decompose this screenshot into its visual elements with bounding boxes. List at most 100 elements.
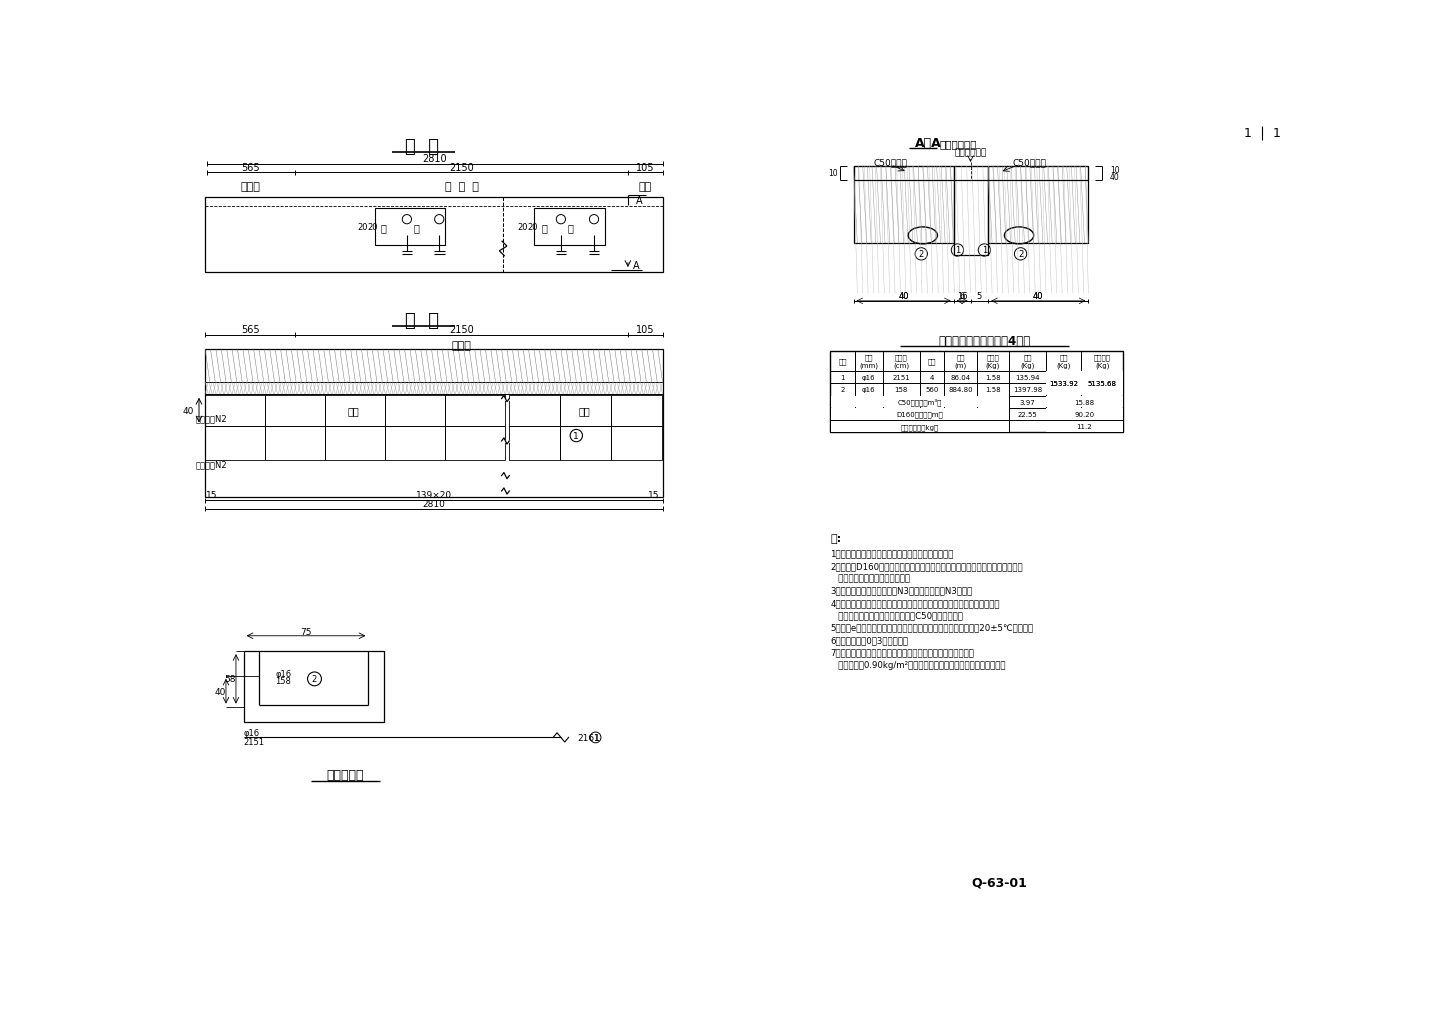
Bar: [265, 426, 325, 461]
Bar: [611, 426, 662, 461]
Text: 1.58: 1.58: [985, 375, 1001, 381]
Bar: [560, 426, 611, 461]
Text: 5135.68: 5135.68: [1087, 381, 1116, 387]
Text: 5: 5: [976, 291, 982, 301]
Text: 11.2: 11.2: [1077, 424, 1093, 430]
Text: 缩装置安装完成后，预留槽内采用C50混凝土浇筑。: 缩装置安装完成后，预留槽内采用C50混凝土浇筑。: [831, 610, 963, 620]
Bar: [386, 395, 445, 426]
Bar: [854, 167, 1089, 180]
Bar: [374, 209, 445, 246]
Bar: [386, 426, 445, 461]
Text: 40: 40: [1110, 172, 1120, 181]
Text: C50混凝土（m³）: C50混凝土（m³）: [897, 398, 942, 407]
Bar: [1047, 421, 1123, 433]
Text: 105: 105: [635, 163, 654, 172]
Text: 1.58: 1.58: [985, 387, 1001, 393]
Text: 2150: 2150: [449, 163, 474, 172]
Text: 40: 40: [899, 291, 909, 301]
Text: 58: 58: [225, 675, 236, 684]
Text: 90.20: 90.20: [1074, 412, 1094, 418]
Text: 2161: 2161: [577, 734, 600, 742]
Text: φ16: φ16: [863, 375, 876, 381]
Text: 夹安装应严格按厂家要求进行。: 夹安装应严格按厂家要求进行。: [831, 574, 910, 583]
Text: 1: 1: [982, 247, 986, 255]
Text: 4: 4: [930, 375, 935, 381]
Text: 人行道: 人行道: [240, 182, 261, 192]
Bar: [259, 654, 369, 707]
Text: 15: 15: [648, 491, 660, 500]
Text: 直径
(mm): 直径 (mm): [860, 355, 878, 369]
Text: 158: 158: [275, 677, 291, 685]
Bar: [831, 409, 1008, 421]
Text: 伸缩缝构造: 伸缩缝构造: [327, 768, 364, 782]
Text: 565: 565: [242, 325, 259, 335]
Text: 2: 2: [919, 250, 924, 259]
Text: 1: 1: [573, 432, 579, 440]
Text: φ16: φ16: [863, 387, 876, 393]
Text: 2150: 2150: [449, 325, 474, 335]
Text: 共长
(m): 共长 (m): [955, 355, 966, 369]
Text: 1533.92: 1533.92: [1050, 381, 1079, 387]
Text: 10: 10: [828, 169, 838, 178]
Bar: [560, 395, 611, 426]
Text: 40: 40: [1032, 291, 1044, 301]
Bar: [325, 395, 386, 426]
Text: 预: 预: [380, 223, 387, 232]
Text: 139×20: 139×20: [416, 491, 452, 500]
Text: 6: 6: [959, 291, 965, 301]
Text: 2151: 2151: [893, 375, 910, 381]
Text: 主梁: 主梁: [347, 406, 359, 416]
Text: 2810: 2810: [422, 499, 445, 508]
Text: 1: 1: [1273, 126, 1282, 140]
Text: 3、施工时，设注意顶框主梁N3钢筋和桥台管墙N3钢筋。: 3、施工时，设注意顶框主梁N3钢筋和桥台管墙N3钢筋。: [831, 586, 972, 595]
Text: 编号: 编号: [838, 359, 847, 365]
Text: 40: 40: [1032, 291, 1044, 301]
Text: 3.97: 3.97: [1020, 399, 1035, 406]
Text: 2810: 2810: [422, 154, 446, 164]
Text: 22.55: 22.55: [1018, 412, 1037, 418]
Bar: [204, 395, 265, 426]
Text: D160伸缩缝（m）: D160伸缩缝（m）: [896, 412, 943, 418]
Bar: [510, 395, 560, 426]
Text: 1: 1: [593, 734, 598, 742]
Text: 槽: 槽: [567, 223, 573, 232]
Text: 行车道: 行车道: [452, 340, 471, 351]
Text: 86.04: 86.04: [950, 375, 971, 381]
Bar: [831, 396, 1008, 408]
Text: 40: 40: [899, 291, 909, 301]
Bar: [854, 167, 953, 244]
Text: 1、本图尺寸除钢筋直径以毫米计外，余均以厘米计。: 1、本图尺寸除钢筋直径以毫米计外，余均以厘米计。: [831, 549, 953, 558]
Text: 135.94: 135.94: [1015, 375, 1040, 381]
Text: 聚丙烯纤维（kg）: 聚丙烯纤维（kg）: [900, 424, 939, 430]
Text: A: A: [632, 261, 639, 271]
Text: 主梁: 主梁: [577, 406, 590, 416]
Text: 565: 565: [242, 163, 259, 172]
Bar: [510, 426, 560, 461]
Text: 158: 158: [894, 387, 909, 393]
Text: 20: 20: [517, 223, 527, 232]
Text: 20: 20: [527, 223, 537, 232]
Bar: [831, 352, 1123, 433]
Text: 2、本图按D160型设计，施工时如若采用其它型号伸缩缝装置，可做适当调整，: 2、本图按D160型设计，施工时如若采用其它型号伸缩缝装置，可做适当调整，: [831, 561, 1022, 571]
Text: 1: 1: [955, 247, 960, 255]
Text: C50混凝土: C50混凝土: [874, 159, 907, 167]
Text: 伸缩缝材料数量表（共4道）: 伸缩缝材料数量表（共4道）: [939, 334, 1031, 347]
Text: 预制钢箱N2: 预制钢箱N2: [196, 461, 226, 469]
Text: 平  面: 平 面: [405, 312, 439, 330]
Text: 2: 2: [312, 675, 317, 684]
Bar: [1047, 409, 1123, 421]
Text: 根数: 根数: [927, 359, 936, 365]
Text: 20: 20: [357, 223, 367, 232]
Text: 注:: 注:: [831, 534, 841, 544]
Text: 1: 1: [1244, 126, 1251, 140]
Text: 立  面: 立 面: [405, 138, 439, 156]
Text: 40: 40: [215, 687, 226, 696]
Text: 15.88: 15.88: [1074, 399, 1094, 406]
Text: 20: 20: [367, 223, 379, 232]
Text: Q-63-01: Q-63-01: [972, 875, 1028, 889]
Text: 1: 1: [841, 375, 845, 381]
Text: 全桥合计
(Kg): 全桥合计 (Kg): [1094, 355, 1110, 369]
Text: 2: 2: [841, 387, 845, 393]
Text: 5135.68: 5135.68: [1087, 381, 1116, 387]
Text: 884.80: 884.80: [948, 387, 973, 393]
